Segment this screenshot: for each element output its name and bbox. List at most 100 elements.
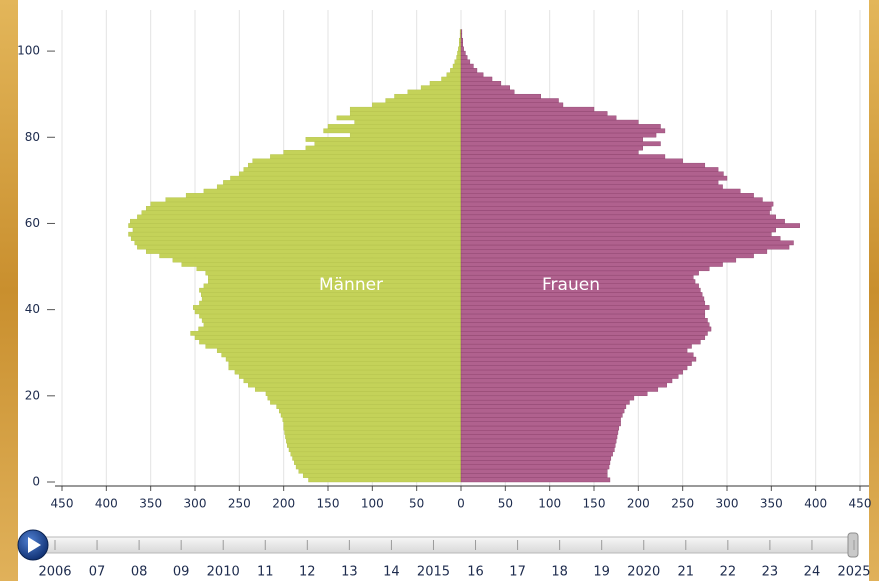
bar: [460, 425, 620, 431]
bar: [165, 197, 462, 203]
year-label: 18: [551, 565, 568, 580]
bar: [270, 154, 462, 160]
y-tick-label: 40: [25, 302, 40, 316]
bar: [308, 477, 462, 483]
x-tick-label: 0: [457, 497, 465, 511]
bar: [385, 98, 462, 103]
bar: [372, 102, 462, 108]
slider-thumb[interactable]: [847, 532, 859, 558]
bar: [270, 399, 462, 405]
bar: [137, 244, 462, 250]
slider-track[interactable]: [39, 536, 857, 554]
bar: [283, 425, 462, 431]
x-tick-label: 250: [671, 497, 694, 511]
bar: [460, 89, 515, 95]
bar: [460, 81, 502, 86]
bar: [201, 296, 462, 302]
bar: [460, 356, 697, 362]
bar: [239, 374, 462, 379]
bar: [280, 412, 462, 418]
year-label: 14: [383, 565, 400, 580]
y-tick-label: 60: [25, 216, 40, 230]
bar: [460, 76, 493, 82]
bar: [460, 210, 770, 216]
bar: [460, 55, 468, 60]
bar: [228, 365, 462, 371]
bar: [194, 309, 462, 315]
bar: [460, 171, 724, 177]
bar: [460, 193, 754, 198]
bar: [460, 322, 710, 328]
year-label: 23: [762, 565, 779, 580]
bar: [460, 111, 608, 116]
year-label: 2020: [627, 565, 660, 580]
bar: [336, 115, 462, 121]
bar: [279, 408, 462, 414]
bar: [223, 180, 462, 185]
bar: [460, 434, 618, 440]
bar: [460, 395, 635, 401]
bar: [450, 68, 462, 73]
bar: [288, 447, 462, 453]
y-tick-label: 80: [25, 130, 40, 144]
year-label: 08: [131, 565, 148, 580]
bar: [460, 417, 621, 422]
bar: [460, 464, 610, 470]
bar: [314, 141, 462, 147]
bar: [230, 175, 462, 181]
bar: [460, 335, 706, 340]
bar: [460, 460, 611, 465]
bar: [460, 266, 710, 272]
bar: [460, 68, 478, 73]
year-label: 13: [341, 565, 358, 580]
bar: [460, 158, 683, 164]
x-tick-label: 50: [409, 497, 424, 511]
bar: [305, 137, 462, 142]
bar: [460, 162, 706, 168]
bar: [460, 339, 701, 345]
bar: [216, 348, 462, 353]
bar: [441, 76, 462, 82]
x-tick-label: 100: [538, 497, 561, 511]
bar: [458, 46, 462, 52]
bar: [199, 339, 462, 345]
bar: [282, 417, 462, 422]
bar: [128, 223, 462, 228]
bar: [460, 257, 737, 263]
bar: [267, 395, 462, 401]
bar: [460, 98, 559, 103]
bar: [460, 374, 679, 379]
bar: [460, 218, 785, 224]
bar: [457, 50, 462, 56]
timeline-slider[interactable]: 2006 07 08 09 2010 11 12 13 14 2015 16 17 18 19 2020 21…: [17, 529, 871, 580]
bar: [292, 455, 462, 461]
bar: [460, 378, 673, 384]
bar: [460, 33, 463, 39]
x-tick-label: 150: [317, 497, 340, 511]
bar: [130, 236, 462, 241]
bar: [265, 391, 462, 397]
bar: [460, 128, 666, 134]
x-tick-label: 350: [760, 497, 783, 511]
bar: [190, 330, 462, 336]
bar: [460, 451, 613, 457]
bar: [460, 46, 464, 52]
bar: [394, 93, 462, 99]
bar: [460, 318, 708, 323]
bar: [295, 464, 462, 470]
bar: [460, 473, 608, 478]
bar: [460, 468, 608, 474]
bar: [460, 412, 623, 418]
bar: [460, 115, 617, 121]
y-tick-label: 20: [25, 388, 40, 402]
bar: [460, 175, 728, 181]
bar: [460, 149, 639, 155]
bar: [141, 210, 462, 216]
bar: [284, 430, 462, 435]
x-tick-label: 350: [139, 497, 162, 511]
bar: [460, 330, 708, 336]
bar: [132, 227, 462, 233]
bar: [420, 85, 462, 91]
bar: [460, 132, 657, 138]
